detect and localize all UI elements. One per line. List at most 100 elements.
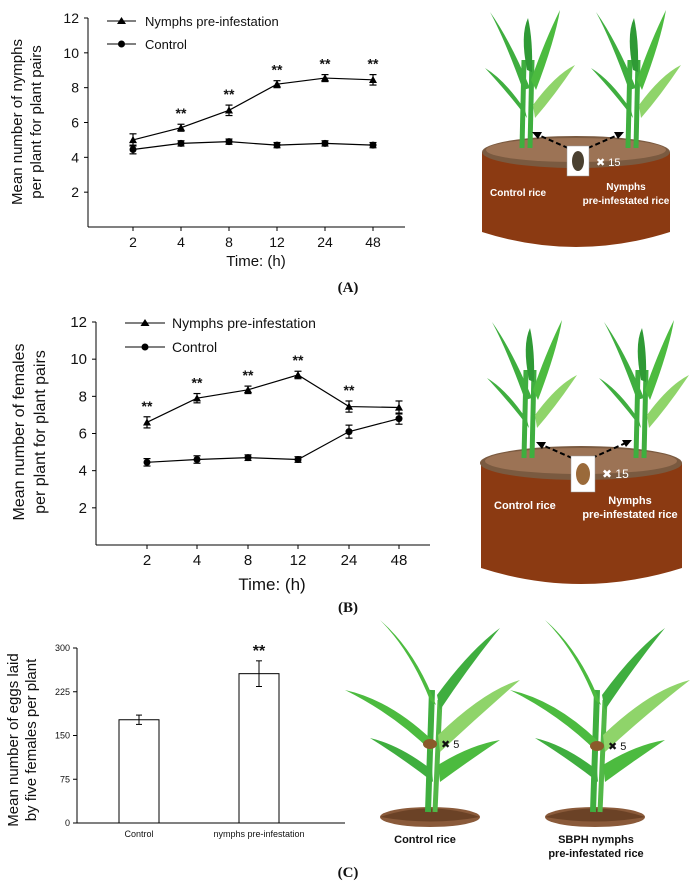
chart-a-ylabel-1: Mean number of nymphs	[9, 39, 26, 205]
y-tick-label: 12	[63, 10, 79, 26]
arrow-right-icon	[591, 441, 629, 459]
rice-plant-icon	[599, 320, 689, 459]
x-tick-label: 2	[129, 234, 137, 250]
significance-marker: **	[243, 367, 254, 383]
y-tick-label: 150	[55, 731, 70, 741]
data-point-circle	[321, 139, 329, 147]
data-point-triangle	[273, 80, 281, 88]
data-point-triangle	[129, 135, 137, 144]
data-point-circle	[177, 139, 185, 147]
data-point-circle	[294, 456, 302, 464]
panel-label-a: (A)	[338, 280, 359, 296]
y-tick-label: 12	[70, 314, 87, 331]
illustration-a-treated-label-1: Nymphs	[606, 182, 646, 193]
illustration-b-control-label: Control rice	[494, 500, 556, 512]
panel-label-b: (B)	[338, 600, 358, 616]
panel-label-c: (C)	[338, 865, 359, 881]
data-point-circle	[244, 454, 252, 462]
x-tick-label: 2	[143, 552, 151, 569]
rice-plant-icon	[487, 320, 577, 459]
x-tick-label: 4	[177, 234, 185, 250]
x-tick-label: 24	[341, 552, 358, 569]
insect-icon	[590, 741, 604, 751]
legend-circle-marker	[141, 343, 149, 351]
y-tick-label: 0	[65, 818, 70, 828]
illustration-a-count: ✖ 15	[596, 157, 621, 169]
chart-a-ylabel-2: per plant for plant pairs	[28, 45, 45, 198]
chart-b-ylabel-2: per plant for plant pairs	[32, 350, 49, 514]
rice-plant-icon: ✖ 5	[510, 620, 690, 827]
illustration-c-treated-label-1: SBPH nymphs	[558, 834, 634, 846]
y-tick-label: 225	[55, 687, 70, 697]
y-tick-label: 300	[55, 643, 70, 653]
data-point-triangle	[244, 385, 252, 394]
x-tick-label: Control	[124, 829, 153, 839]
data-point-triangle	[294, 370, 302, 379]
illustration-a-pot: ✖ 15 Control rice Nymphs pre-infestated …	[482, 10, 681, 247]
y-tick-label: 75	[60, 774, 70, 784]
chart-c-ylabel-2: by five females per plant	[23, 658, 40, 821]
chart-b-legend: Nymphs pre-infestation Control	[125, 315, 316, 355]
chart-c: 0 75 150 225 300 Control nymphs pre-infestati…	[5, 643, 345, 839]
data-point-triangle	[395, 403, 403, 411]
data-point-circle	[369, 141, 377, 149]
significance-marker: **	[272, 62, 283, 78]
rice-plant-icon	[485, 10, 575, 149]
data-point-triangle	[345, 402, 353, 410]
insect-icon	[423, 739, 437, 749]
y-tick-label: 4	[71, 149, 79, 165]
y-tick-label: 2	[79, 500, 87, 517]
significance-marker: **	[344, 382, 355, 398]
y-tick-label: 6	[79, 426, 87, 443]
illustration-c-count-right: ✖ 5	[608, 741, 626, 753]
data-point-triangle	[143, 418, 151, 426]
illustration-a-treated-label-2: pre-infestated rice	[583, 196, 670, 207]
x-tick-label: 48	[365, 234, 381, 250]
arrow-left-icon	[535, 133, 569, 149]
data-point-triangle	[177, 123, 185, 131]
significance-marker: **	[368, 56, 379, 72]
chart-b-legend-series-2: Control	[172, 339, 217, 355]
y-tick-label: 2	[71, 184, 79, 200]
rice-plant-icon: ✖ 5	[345, 620, 520, 827]
illustration-a-control-label: Control rice	[490, 188, 547, 199]
series-line-treatment	[146, 374, 400, 423]
data-point-triangle	[225, 106, 233, 114]
legend-circle-marker	[118, 40, 125, 48]
chart-b-ylabel-1: Mean number of females	[11, 344, 28, 521]
data-point-triangle	[321, 74, 329, 82]
significance-marker: **	[224, 86, 235, 102]
chart-b-legend-series-1: Nymphs pre-infestation	[172, 315, 316, 331]
significance-marker: **	[293, 352, 304, 368]
y-tick-label: 10	[63, 45, 79, 61]
chart-c-ylabel-1: Mean number of eggs laid	[5, 653, 22, 826]
y-tick-label: 8	[79, 388, 87, 405]
data-point-circle	[129, 145, 137, 153]
illustration-c-count-left: ✖ 5	[441, 739, 459, 751]
data-point-circle	[225, 138, 233, 146]
arrow-left-icon	[539, 443, 573, 459]
illustration-b-treated-label-2: pre-infestated rice	[582, 509, 677, 521]
bar	[238, 673, 280, 824]
rice-plant-icon	[591, 10, 681, 149]
y-tick-label: 8	[71, 80, 79, 96]
bar	[118, 719, 160, 824]
x-tick-label: 8	[225, 234, 233, 250]
illustration-c-treated-label-2: pre-infestated rice	[548, 848, 643, 860]
illustration-b-treated-label-1: Nymphs	[608, 495, 651, 507]
arrow-right-icon	[587, 133, 621, 149]
chart-a-legend-series-1: Nymphs pre-infestation	[145, 14, 279, 29]
data-point-circle	[143, 458, 151, 466]
x-tick-label: 24	[317, 234, 333, 250]
illustration-b-count: ✖ 15	[602, 467, 629, 481]
chart-a-legend-series-2: Control	[145, 37, 187, 52]
x-tick-label: 48	[391, 552, 408, 569]
x-tick-label: 4	[193, 552, 201, 569]
significance-marker: **	[192, 375, 203, 391]
legend-triangle-marker	[117, 17, 126, 24]
chart-b-xlabel: Time: (h)	[238, 575, 305, 594]
series-line-control	[146, 418, 400, 463]
